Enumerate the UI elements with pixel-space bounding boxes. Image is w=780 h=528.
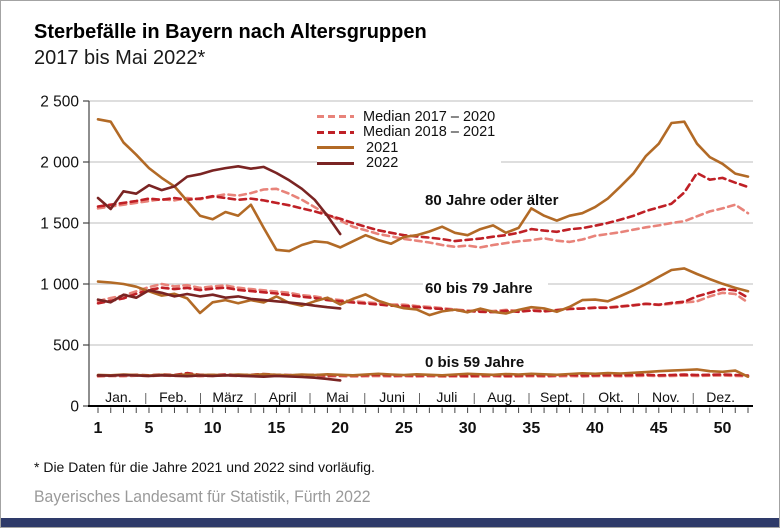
- svg-text:Nov.: Nov.: [652, 389, 680, 405]
- chart-title: Sterbefälle in Bayern nach Altersgruppen: [34, 21, 427, 43]
- svg-text:1 000: 1 000: [40, 277, 79, 294]
- chart-subtitle: 2017 bis Mai 2022*: [34, 47, 206, 69]
- svg-text:0 bis 59 Jahre: 0 bis 59 Jahre: [425, 354, 524, 371]
- chart-legend: Median 2017 – 2020 Median 2018 – 2021 2021…: [317, 108, 502, 171]
- svg-text:Dez.: Dez.: [706, 389, 735, 405]
- svg-text:Okt.: Okt.: [598, 389, 624, 405]
- solid-line-sample: [317, 161, 354, 165]
- svg-text:40: 40: [586, 420, 604, 437]
- svg-text:April: April: [269, 389, 297, 405]
- svg-text:Aug.: Aug.: [487, 389, 516, 405]
- svg-text:0: 0: [70, 399, 79, 416]
- svg-text:Sept.: Sept.: [540, 389, 573, 405]
- svg-text:Juni: Juni: [379, 389, 405, 405]
- legend-label: 2021: [366, 139, 399, 156]
- svg-text:2 500: 2 500: [40, 94, 79, 111]
- legend-item: 2022: [317, 155, 502, 171]
- legend-item: Median 2018 – 2021: [317, 124, 502, 140]
- solid-line-sample: [317, 146, 354, 150]
- svg-text:25: 25: [395, 420, 413, 437]
- legend-label: 2022: [366, 155, 399, 171]
- svg-text:Mai: Mai: [326, 389, 349, 405]
- svg-text:5: 5: [145, 420, 154, 437]
- svg-text:Juli: Juli: [436, 389, 457, 405]
- svg-text:15: 15: [268, 420, 286, 437]
- svg-text:35: 35: [522, 420, 540, 437]
- svg-text:März: März: [212, 389, 243, 405]
- legend-item: 2021: [317, 139, 502, 156]
- footnote: * Die Daten für die Jahre 2021 und 2022 …: [34, 459, 375, 475]
- svg-text:30: 30: [459, 420, 477, 437]
- svg-text:1: 1: [94, 420, 103, 437]
- svg-text:80 Jahre oder älter: 80 Jahre oder älter: [425, 192, 559, 209]
- svg-text:20: 20: [331, 420, 349, 437]
- footer-bar: [1, 518, 779, 527]
- svg-text:45: 45: [650, 420, 668, 437]
- svg-text:500: 500: [53, 338, 79, 355]
- legend-label: Median 2017 – 2020: [363, 108, 496, 125]
- svg-text:1 500: 1 500: [40, 216, 79, 233]
- legend-item: Median 2017 – 2020: [317, 108, 502, 125]
- chart-area: 0 500 1 000 1 500 2 000 2 500 Jan. Feb. März Apri…: [40, 94, 753, 437]
- svg-text:10: 10: [204, 420, 222, 437]
- svg-text:Jan.: Jan.: [105, 389, 131, 405]
- svg-text:50: 50: [714, 420, 732, 437]
- svg-text:2 000: 2 000: [40, 155, 79, 172]
- dashed-line-sample: [317, 130, 354, 134]
- svg-text:60 bis 79 Jahre: 60 bis 79 Jahre: [425, 280, 533, 297]
- dashed-line-sample: [317, 115, 354, 119]
- legend-label: Median 2018 – 2021: [363, 124, 496, 140]
- svg-text:Feb.: Feb.: [159, 389, 187, 405]
- source-credit: Bayerisches Landesamt für Statistik, Für…: [34, 487, 371, 506]
